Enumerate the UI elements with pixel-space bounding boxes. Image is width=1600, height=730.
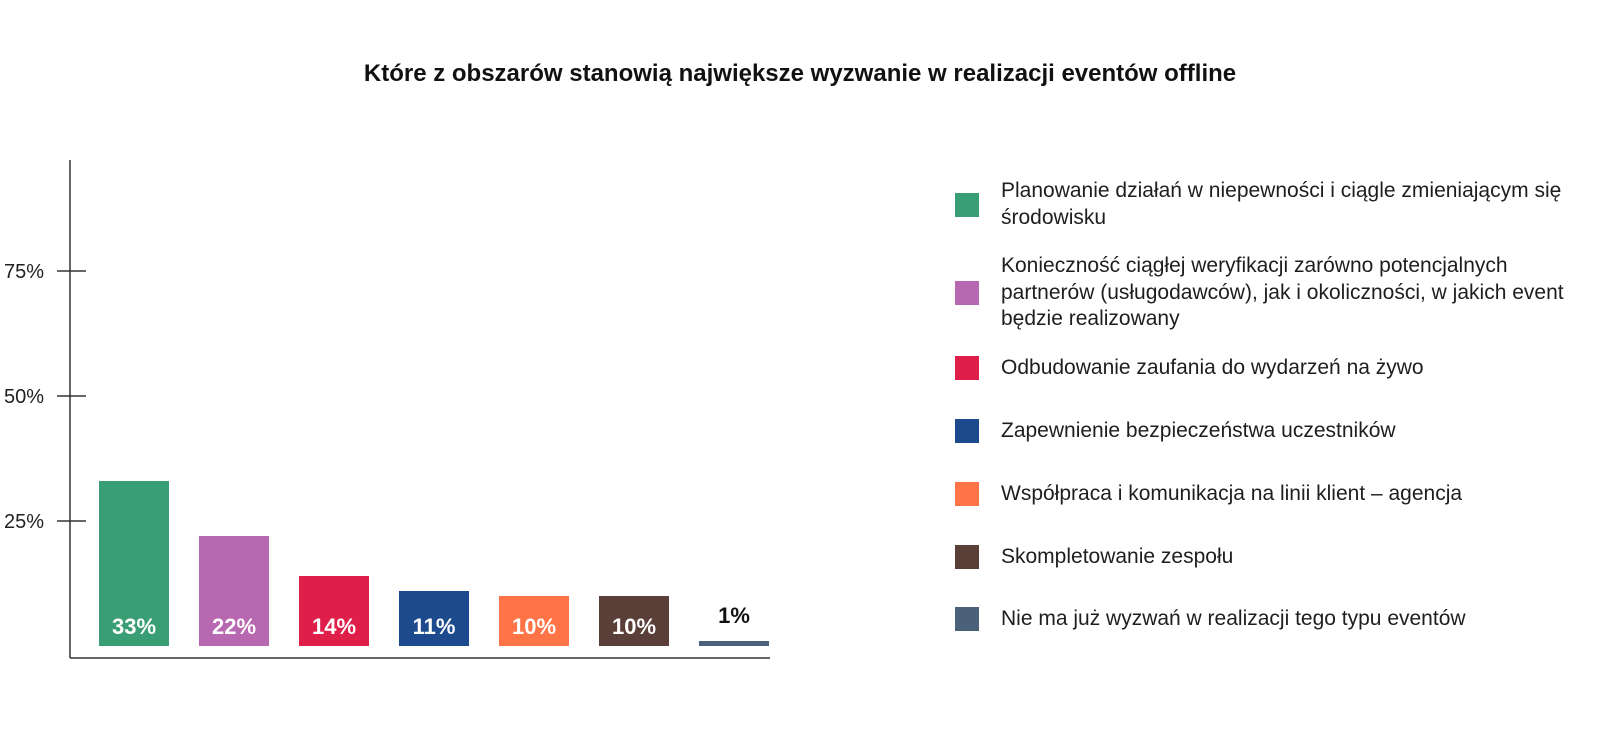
legend-item: Odbudowanie zaufania do wydarzeń na żywo bbox=[955, 355, 1571, 382]
y-tick-label: 25% bbox=[4, 511, 44, 533]
legend-label: Skompletowanie zespołu bbox=[1001, 545, 1234, 568]
legend-item: Planowanie działań w niepewności i ciągl… bbox=[955, 178, 1571, 231]
data-labels: 33% 22% 14% 11% 10% 10% 1% bbox=[112, 603, 750, 639]
bar-data-label: 10% bbox=[612, 614, 656, 639]
bar-data-label: 14% bbox=[312, 614, 356, 639]
legend-item: Skompletowanie zespołu bbox=[955, 544, 1571, 571]
chart-title: Które z obszarów stanowią największe wyz… bbox=[363, 60, 1237, 87]
legend-label: Planowanie działań w niepewności i ciągl… bbox=[1001, 179, 1562, 229]
legend-swatch bbox=[955, 419, 979, 444]
bar bbox=[299, 576, 369, 646]
legend-item: Konieczność ciągłej weryfikacji zarówno … bbox=[955, 253, 1571, 333]
bar-data-label: 33% bbox=[112, 614, 156, 639]
y-tick-label: 75% bbox=[4, 261, 44, 283]
legend-swatch bbox=[955, 356, 979, 381]
legend-label: Odbudowanie zaufania do wydarzeń na żywo bbox=[1001, 356, 1424, 379]
legend-swatch bbox=[955, 192, 979, 217]
bar bbox=[599, 596, 669, 646]
legend-label: Nie ma już wyzwań w realizacji tego typu… bbox=[1001, 607, 1466, 630]
legend-item: Nie ma już wyzwań w realizacji tego typu… bbox=[955, 606, 1571, 633]
chart-axes bbox=[69, 160, 770, 659]
chart-bars bbox=[99, 481, 769, 646]
legend-label: Konieczność ciągłej weryfikacji zarówno … bbox=[1001, 254, 1564, 330]
legend-swatch bbox=[955, 545, 979, 570]
legend-label: Zapewnienie bezpieczeństwa uczestników bbox=[1001, 419, 1396, 442]
legend-item: Zapewnienie bezpieczeństwa uczestników bbox=[955, 418, 1571, 445]
legend-item: Współpraca i komunikacja na linii klient… bbox=[955, 481, 1571, 508]
y-axis-ticks: 25% 50% 75% bbox=[4, 261, 86, 533]
legend-swatch bbox=[955, 280, 979, 305]
bar-data-label: 10% bbox=[512, 614, 556, 639]
bar bbox=[399, 591, 469, 646]
bar bbox=[499, 596, 569, 646]
bar bbox=[99, 481, 169, 646]
y-tick-label: 50% bbox=[4, 386, 44, 408]
bar-data-label: 11% bbox=[413, 614, 456, 639]
bar-data-label: 22% bbox=[212, 614, 256, 639]
bar bbox=[699, 641, 769, 646]
legend-swatch bbox=[955, 607, 979, 632]
bar bbox=[199, 536, 269, 646]
legend-label: Współpraca i komunikacja na linii klient… bbox=[1001, 482, 1463, 505]
bar-data-label: 1% bbox=[718, 603, 750, 628]
legend-swatch bbox=[955, 482, 979, 507]
